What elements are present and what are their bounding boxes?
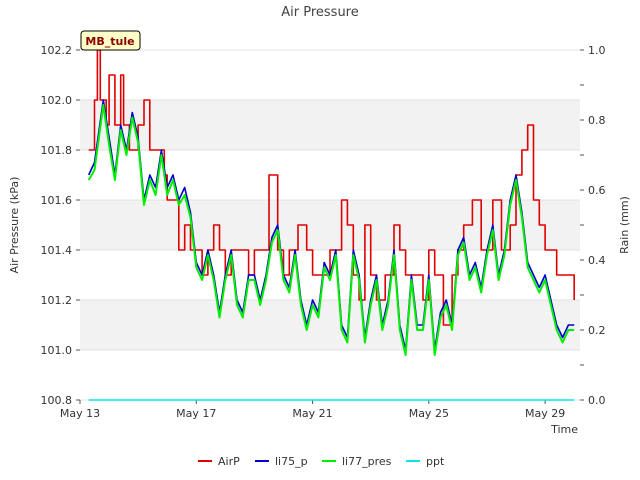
y-tick-label: 101.4 xyxy=(41,244,73,257)
y2-tick-label: 0.6 xyxy=(588,184,606,197)
series-lines xyxy=(87,49,575,401)
chart-title: Air Pressure xyxy=(281,5,359,20)
x-tick-label: May 13 xyxy=(60,407,100,420)
y-tick-label: 101.0 xyxy=(41,344,73,357)
x-tick-label: May 17 xyxy=(176,407,216,420)
station-badge: MB_tule xyxy=(80,30,141,51)
y2-tick-label: 0.4 xyxy=(588,254,606,267)
grid-band xyxy=(80,300,580,350)
y-axis-label: Air Pressure (kPa) xyxy=(8,177,21,274)
y-tick-label: 102.2 xyxy=(41,44,73,57)
y-tick-label: 100.8 xyxy=(41,394,73,407)
x-tick-label: May 25 xyxy=(409,407,449,420)
y2-tick-label: 0.2 xyxy=(588,324,606,337)
y-axis: 100.8 101.0 101.2 101.4 101.6 101.8 102.0 102.2 xyxy=(41,44,80,407)
y-tick-label: 101.2 xyxy=(41,294,73,307)
x-tick-label: May 29 xyxy=(525,407,565,420)
x-axis: May 13 May 17 May 21 May 25 May 29 xyxy=(60,400,565,420)
legend: AirP li75_p li77_pres ppt xyxy=(198,455,445,468)
y2-axis: 0.0 0.2 0.4 0.6 0.8 1.0 xyxy=(580,44,606,407)
legend-label: li77_pres xyxy=(342,455,392,468)
y2-tick-label: 0.0 xyxy=(588,394,606,407)
y-tick-label: 102.0 xyxy=(41,94,73,107)
y2-tick-label: 0.8 xyxy=(588,114,606,127)
x-axis-label: Time xyxy=(550,423,578,436)
station-badge-label: MB_tule xyxy=(85,35,134,48)
grid-band xyxy=(80,100,580,150)
x-tick-label: May 21 xyxy=(292,407,332,420)
legend-label: ppt xyxy=(426,455,445,468)
plot-bands xyxy=(80,49,580,401)
series-line-li77-pres xyxy=(87,104,575,356)
legend-label: AirP xyxy=(218,455,240,468)
y-tick-label: 101.6 xyxy=(41,194,73,207)
y2-tick-label: 1.0 xyxy=(588,44,606,57)
legend-label: li75_p xyxy=(275,455,308,468)
y2-axis-label: Rain (mm) xyxy=(618,196,631,254)
grid-band xyxy=(80,200,580,250)
y-tick-label: 101.8 xyxy=(41,144,73,157)
